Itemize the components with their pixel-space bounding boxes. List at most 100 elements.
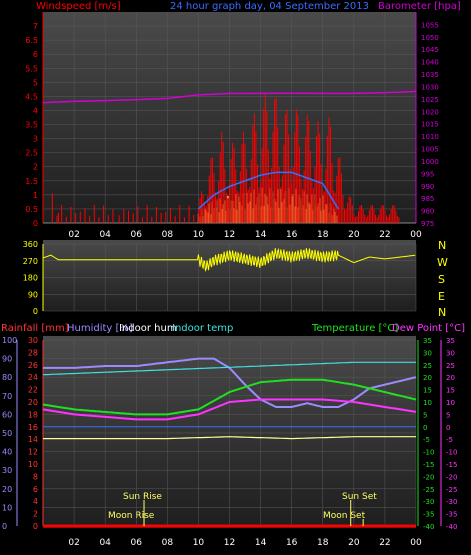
rain-y-tick: 22 <box>28 386 38 395</box>
humidity-label: Humidity [%] <box>67 323 133 334</box>
rain-y-tick: 6 <box>33 485 38 494</box>
wind-y-tick: 3.5 <box>25 121 38 130</box>
humidity-y-tick: 0 <box>2 522 7 531</box>
temp-y-tick: 20 <box>423 374 432 382</box>
temp-y-tick: 30 <box>423 349 432 357</box>
dew-point-line <box>42 398 417 421</box>
wind-x-tick: 04 <box>99 230 111 240</box>
temp-x-tick: 02 <box>68 538 79 548</box>
dew-y-tick: -30 <box>446 498 457 506</box>
barometer-y-tick: 990 <box>421 183 434 191</box>
dew-y-tick: -35 <box>446 511 457 519</box>
indoor-temp-label: Indoor temp <box>172 323 233 334</box>
barometer-y-tick: 975 <box>421 220 434 228</box>
barometer-y-tick: 1030 <box>421 83 439 91</box>
humidity-y-tick: 10 <box>2 503 12 512</box>
chart-marks: 0 0.5 1 1.5 2 2.5 3 3.5 4 4.5 5 5.5 6 6.5 7 975 980 985 99… <box>2 12 457 548</box>
compass-e: E <box>438 290 445 303</box>
chart-title: 24 hour graph day, 04 September 2013 <box>170 1 369 12</box>
temp-y-tick: 5 <box>423 411 427 419</box>
barometer-line <box>42 90 417 104</box>
temp-x-tick: 04 <box>99 538 111 548</box>
temp-x-tick: 14 <box>255 538 267 548</box>
barometer-y-tick: 1050 <box>421 34 439 42</box>
direction-y-tick: 360 <box>23 240 38 249</box>
barometer-y-tick: 1055 <box>421 21 439 29</box>
wind-y-tick: 5.5 <box>25 64 38 73</box>
temp-y-tick: 35 <box>423 337 432 345</box>
wind-average-line <box>197 171 339 210</box>
dew-y-tick: 20 <box>446 374 455 382</box>
dew-y-tick: -10 <box>446 449 457 457</box>
wind-y-tick: 1.5 <box>25 177 38 186</box>
compass-w: W <box>437 256 448 269</box>
temp-x-tick: 00 <box>410 538 422 548</box>
wind-y-tick: 5 <box>33 78 38 87</box>
rain-y-tick: 18 <box>28 410 38 419</box>
dew-y-tick: 0 <box>446 424 450 432</box>
temperature-label: Temperature [°C] <box>311 323 398 334</box>
humidity-y-tick: 100 <box>2 336 17 345</box>
wind-x-tick: 10 <box>193 230 205 240</box>
wind-y-tick: 4.5 <box>25 92 38 101</box>
humidity-y-tick: 50 <box>2 429 12 438</box>
temp-x-tick: 08 <box>162 538 174 548</box>
wind-y-tick: 4 <box>33 106 38 115</box>
barometer-y-tick: 1040 <box>421 59 439 67</box>
humidity-y-tick: 60 <box>2 410 12 419</box>
wind-y-tick: 2.5 <box>25 149 38 158</box>
rain-y-tick: 26 <box>28 361 38 370</box>
sun-set-label: Sun Set <box>342 492 377 502</box>
humidity-y-tick: 20 <box>2 485 12 494</box>
rain-y-tick: 4 <box>33 497 38 506</box>
rain-y-tick: 20 <box>28 398 38 407</box>
rain-y-tick: 0 <box>33 522 38 531</box>
humidity-y-tick: 80 <box>2 373 12 382</box>
dew-y-tick: -25 <box>446 486 457 494</box>
temp-y-tick: -35 <box>423 511 434 519</box>
direction-line <box>42 247 416 273</box>
temp-x-tick: 20 <box>348 538 360 548</box>
barometer-y-tick: 995 <box>421 170 434 178</box>
compass-s: S <box>438 273 445 286</box>
temp-y-tick: -25 <box>423 486 434 494</box>
temp-x-tick: 22 <box>379 538 390 548</box>
temp-y-tick: -30 <box>423 498 434 506</box>
dew-y-tick: -20 <box>446 473 457 481</box>
wind-x-tick: 12 <box>224 230 235 240</box>
humidity-y-tick: 90 <box>2 355 12 364</box>
dew-point-label: Dew Point [°C] <box>392 323 465 334</box>
barometer-y-tick: 1010 <box>421 133 439 141</box>
temp-y-tick: -40 <box>423 523 434 531</box>
rain-y-tick: 12 <box>28 448 38 457</box>
wind-y-tick: 3 <box>33 135 38 144</box>
barometer-y-tick: 980 <box>421 208 434 216</box>
barometer-y-tick: 1025 <box>421 96 439 104</box>
humidity-y-tick: 70 <box>2 392 12 401</box>
wind-x-tick: 22 <box>379 230 390 240</box>
wind-x-tick: 20 <box>348 230 360 240</box>
rain-y-tick: 14 <box>28 435 38 444</box>
compass-n-top: N <box>438 239 446 252</box>
dew-y-tick: 5 <box>446 411 450 419</box>
dew-y-tick: -15 <box>446 461 457 469</box>
dew-y-tick: 30 <box>446 349 455 357</box>
dew-y-tick: -5 <box>446 436 453 444</box>
wind-y-tick: 7 <box>33 22 38 31</box>
wind-y-tick: 2 <box>33 163 38 172</box>
wind-y-tick: 0 <box>33 219 38 228</box>
barometer-y-tick: 1045 <box>421 46 439 54</box>
rain-y-tick: 8 <box>33 472 38 481</box>
temp-x-tick: 18 <box>317 538 329 548</box>
barometer-y-tick: 1000 <box>421 158 439 166</box>
indoor-temp-line <box>42 361 416 376</box>
direction-y-tick: 90 <box>28 290 38 299</box>
indoor-hum-label: Indoor hum <box>119 323 177 334</box>
barometer-y-tick: 1020 <box>421 108 439 116</box>
rain-y-tick: 30 <box>28 336 38 345</box>
wind-x-tick: 14 <box>255 230 267 240</box>
temp-y-tick: 0 <box>423 424 427 432</box>
wind-x-tick: 08 <box>162 230 174 240</box>
indoor-hum-line <box>43 436 416 440</box>
